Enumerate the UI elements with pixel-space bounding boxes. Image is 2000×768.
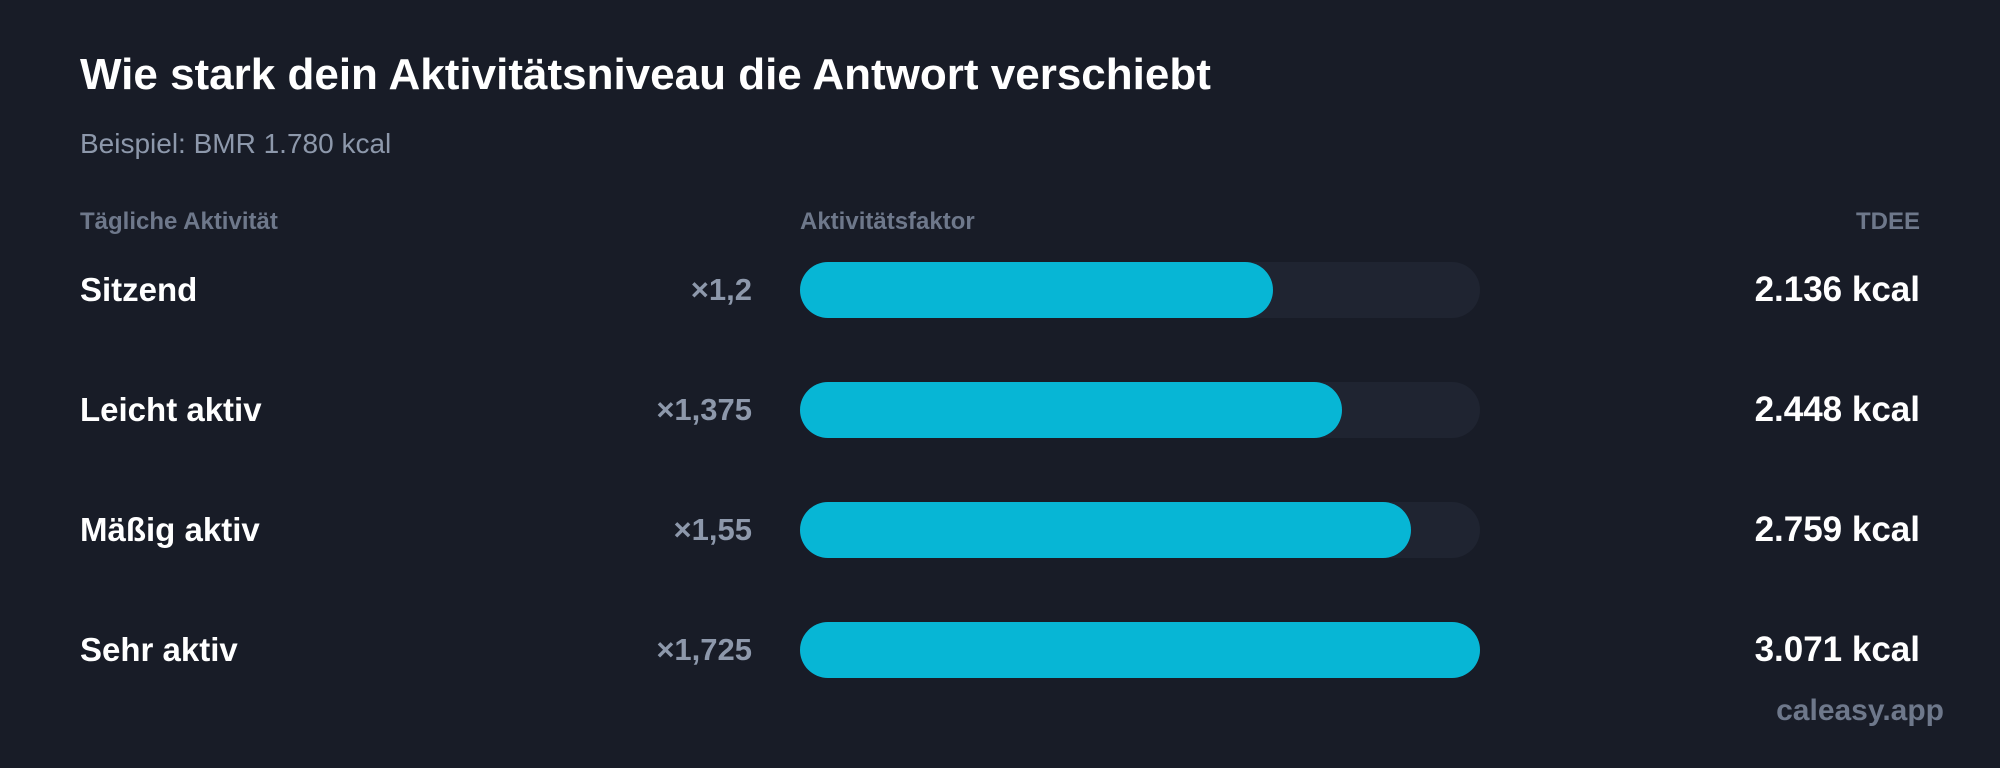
activity-label: Sehr aktiv	[80, 631, 238, 668]
tdee-value: 2.759 kcal	[1754, 510, 1920, 549]
factor-label: ×1,375	[656, 392, 752, 427]
activity-label: Mäßig aktiv	[80, 511, 260, 548]
bar-track	[800, 502, 1480, 558]
activity-label: Leicht aktiv	[80, 391, 262, 428]
tdee-value: 3.071 kcal	[1754, 630, 1920, 669]
column-header-tdee: TDEE	[1855, 208, 1920, 235]
column-header-factor: Aktivitätsfaktor	[800, 208, 975, 235]
bar-track	[800, 622, 1480, 678]
activity-label: Sitzend	[80, 271, 198, 308]
factor-label: ×1,725	[656, 632, 752, 667]
column-header-activity: Tägliche Aktivität	[80, 208, 278, 235]
brand-watermark: caleasy.app	[1776, 694, 1944, 727]
bar	[800, 262, 1273, 318]
bar	[800, 502, 1411, 558]
bar-row: Sehr aktiv ×1,725 3.071 kcal	[0, 622, 2000, 678]
factor-label: ×1,55	[673, 512, 752, 547]
bar-row: Mäßig aktiv ×1,55 2.759 kcal	[0, 502, 2000, 558]
tdee-value: 2.136 kcal	[1754, 270, 1920, 309]
bar-row: Sitzend ×1,2 2.136 kcal	[0, 262, 2000, 318]
bar-track	[800, 382, 1480, 438]
bar	[800, 382, 1342, 438]
chart-title: Wie stark dein Aktivitätsniveau die Antw…	[80, 50, 1211, 99]
bar-track	[800, 262, 1480, 318]
bar-row: Leicht aktiv ×1,375 2.448 kcal	[0, 382, 2000, 438]
tdee-value: 2.448 kcal	[1754, 390, 1920, 429]
bar	[800, 622, 1480, 678]
factor-label: ×1,2	[690, 272, 752, 307]
chart-subtitle: Beispiel: BMR 1.780 kcal	[80, 128, 392, 159]
